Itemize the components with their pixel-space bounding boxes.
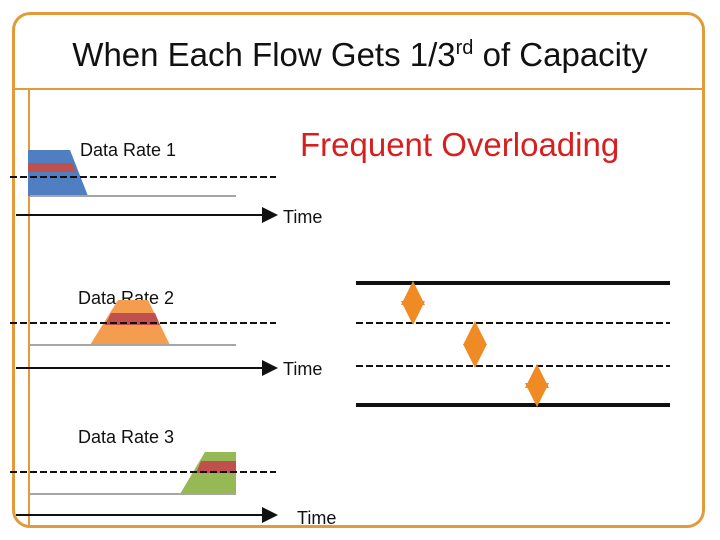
overloading-headline: Frequent Overloading xyxy=(300,126,620,163)
flow-1-label: Data Rate 1 xyxy=(80,140,177,160)
flow-1-group xyxy=(10,150,278,223)
flow-3-label: Data Rate 3 xyxy=(78,427,175,447)
flow-2-time-label: Time xyxy=(283,359,323,379)
flow-2-label: Data Rate 2 xyxy=(78,288,175,308)
flow-2-group xyxy=(10,300,278,376)
flow-3-time-label: Time xyxy=(297,508,337,528)
flow-1-time-label: Time xyxy=(283,207,323,227)
title-suffix: of Capacity xyxy=(473,36,648,73)
title-prefix: When Each Flow Gets 1/3 xyxy=(72,36,456,73)
slide-frame xyxy=(12,12,705,528)
flow-3-group xyxy=(10,452,278,523)
title-superscript: rd xyxy=(455,37,474,59)
aggregate-capacity-group xyxy=(356,281,670,407)
slide-title: When Each Flow Gets 1/3rd of Capacity xyxy=(0,36,720,74)
flow-3-overlap-band xyxy=(196,461,236,473)
flow-1-blue-burst xyxy=(28,150,88,196)
flow-1-overlap-band xyxy=(28,163,76,172)
left-accent-bar xyxy=(28,90,30,525)
title-divider xyxy=(12,88,705,90)
